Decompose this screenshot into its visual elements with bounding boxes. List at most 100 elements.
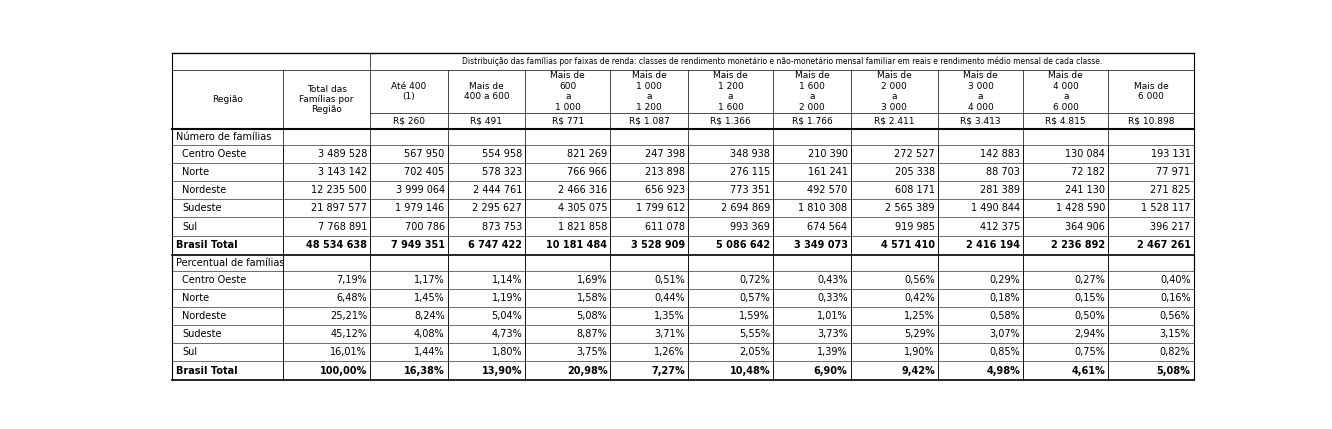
Text: 247 398: 247 398 [645,149,685,159]
Text: 702 405: 702 405 [405,167,445,177]
Text: 276 115: 276 115 [730,167,770,177]
Text: 4 305 075: 4 305 075 [558,203,607,214]
Text: 5,29%: 5,29% [904,329,935,339]
Text: 1,45%: 1,45% [414,293,445,303]
Text: 16,38%: 16,38% [404,366,445,375]
Text: 88 703: 88 703 [986,167,1020,177]
Text: 1,26%: 1,26% [654,347,685,357]
Text: 4,73%: 4,73% [492,329,522,339]
Text: 5,55%: 5,55% [739,329,770,339]
Text: Até 400
(1): Até 400 (1) [392,82,426,101]
Text: Sudeste: Sudeste [182,203,221,214]
Text: 10,48%: 10,48% [730,366,770,375]
Text: 0,56%: 0,56% [1160,311,1191,321]
Text: Mais de
6 000: Mais de 6 000 [1134,82,1168,101]
Text: Número de famílias: Número de famílias [176,132,272,142]
Text: 0,85%: 0,85% [990,347,1020,357]
Text: 0,50%: 0,50% [1075,311,1106,321]
Text: 0,18%: 0,18% [990,293,1020,303]
Text: 1,59%: 1,59% [739,311,770,321]
Text: 10 181 484: 10 181 484 [546,240,607,250]
Text: R$ 3.413: R$ 3.413 [960,117,1000,126]
Text: 77 971: 77 971 [1156,167,1191,177]
Text: 271 825: 271 825 [1150,185,1191,195]
Text: Centro Oeste: Centro Oeste [182,149,246,159]
Text: 0,16%: 0,16% [1160,293,1191,303]
Text: 7 768 891: 7 768 891 [318,221,368,232]
Text: 364 906: 364 906 [1066,221,1106,232]
Text: 3 999 064: 3 999 064 [396,185,445,195]
Text: 0,72%: 0,72% [739,275,770,284]
Text: 919 985: 919 985 [895,221,935,232]
Text: 1,58%: 1,58% [577,293,607,303]
Text: 3 489 528: 3 489 528 [318,149,368,159]
Text: 2 236 892: 2 236 892 [1051,240,1106,250]
Text: 5,04%: 5,04% [492,311,522,321]
Text: 1,19%: 1,19% [492,293,522,303]
Text: 1,90%: 1,90% [904,347,935,357]
Text: 993 369: 993 369 [730,221,770,232]
Text: 3 528 909: 3 528 909 [631,240,685,250]
Text: 5 086 642: 5 086 642 [717,240,770,250]
Text: Mais de
3 000
a
4 000: Mais de 3 000 a 4 000 [963,71,998,112]
Text: 1 490 844: 1 490 844 [971,203,1020,214]
Text: 142 883: 142 883 [980,149,1020,159]
Text: 5,08%: 5,08% [577,311,607,321]
Text: 21 897 577: 21 897 577 [312,203,368,214]
Text: 674 564: 674 564 [807,221,847,232]
Text: 1 528 117: 1 528 117 [1142,203,1191,214]
Text: 7,27%: 7,27% [651,366,685,375]
Text: 2,94%: 2,94% [1075,329,1106,339]
Text: 0,58%: 0,58% [990,311,1020,321]
Text: 348 938: 348 938 [730,149,770,159]
Text: 2 694 869: 2 694 869 [721,203,770,214]
Text: 1,80%: 1,80% [492,347,522,357]
Text: 3 349 073: 3 349 073 [794,240,847,250]
Text: 130 084: 130 084 [1066,149,1106,159]
Text: Mais de
1 200
a
1 600: Mais de 1 200 a 1 600 [713,71,749,112]
Text: Região: Região [212,95,242,104]
Text: 1,17%: 1,17% [414,275,445,284]
Text: R$ 1.766: R$ 1.766 [791,117,832,126]
Text: 412 375: 412 375 [980,221,1020,232]
Text: 0,27%: 0,27% [1075,275,1106,284]
Text: R$ 4.815: R$ 4.815 [1046,117,1086,126]
Text: 611 078: 611 078 [645,221,685,232]
Text: Brasil Total: Brasil Total [176,240,237,250]
Text: 4 571 410: 4 571 410 [880,240,935,250]
Text: Mais de
1 000
a
1 200: Mais de 1 000 a 1 200 [631,71,666,112]
Text: 161 241: 161 241 [807,167,847,177]
Text: 1,35%: 1,35% [654,311,685,321]
Text: 12 235 500: 12 235 500 [312,185,368,195]
Text: Mais de
2 000
a
3 000: Mais de 2 000 a 3 000 [876,71,911,112]
Text: 0,75%: 0,75% [1075,347,1106,357]
Text: 396 217: 396 217 [1151,221,1191,232]
Text: 567 950: 567 950 [405,149,445,159]
Text: 608 171: 608 171 [895,185,935,195]
Text: 656 923: 656 923 [645,185,685,195]
Text: 281 389: 281 389 [980,185,1020,195]
Text: 0,15%: 0,15% [1075,293,1106,303]
Text: 2 416 194: 2 416 194 [966,240,1020,250]
Text: 5,08%: 5,08% [1156,366,1191,375]
Text: 1,01%: 1,01% [817,311,847,321]
Text: 1 979 146: 1 979 146 [396,203,445,214]
Text: 0,33%: 0,33% [817,293,847,303]
Text: Nordeste: Nordeste [182,185,226,195]
Text: 210 390: 210 390 [807,149,847,159]
Text: 2 565 389: 2 565 389 [886,203,935,214]
Text: 241 130: 241 130 [1066,185,1106,195]
Text: 2 467 261: 2 467 261 [1136,240,1191,250]
Text: 205 338: 205 338 [895,167,935,177]
Text: 6 747 422: 6 747 422 [468,240,522,250]
Text: 4,98%: 4,98% [986,366,1020,375]
Text: 554 958: 554 958 [482,149,522,159]
Text: 25,21%: 25,21% [330,311,368,321]
Text: 0,51%: 0,51% [654,275,685,284]
Text: 1 799 612: 1 799 612 [635,203,685,214]
Text: Mais de
4 000
a
6 000: Mais de 4 000 a 6 000 [1048,71,1083,112]
Text: 1,39%: 1,39% [817,347,847,357]
Text: 1,14%: 1,14% [492,275,522,284]
Text: 13,90%: 13,90% [482,366,522,375]
Text: 0,29%: 0,29% [990,275,1020,284]
